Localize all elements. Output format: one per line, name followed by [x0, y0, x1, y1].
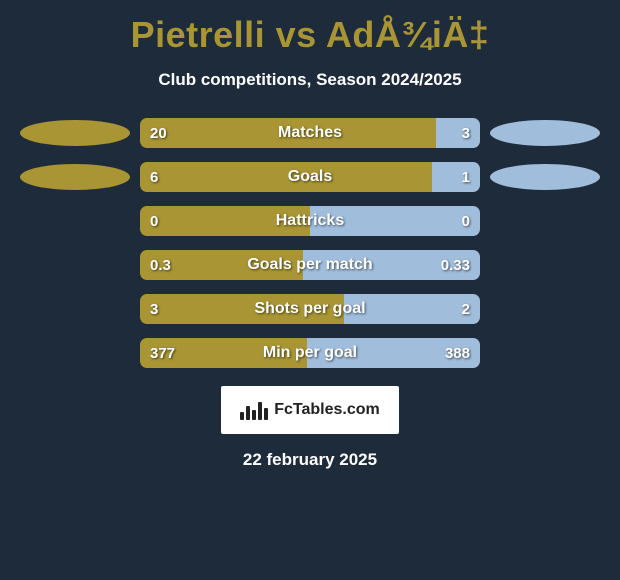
stat-value-right: 388	[445, 338, 470, 368]
stat-value-right: 1	[462, 162, 470, 192]
title: Pietrelli vs AdÅ¾iÄ‡	[0, 14, 620, 56]
stat-bar-left	[140, 294, 344, 324]
stat-value-left: 377	[150, 338, 175, 368]
subtitle: Club competitions, Season 2024/2025	[0, 70, 620, 90]
stat-value-right: 0.33	[441, 250, 470, 280]
stat-bar: 32Shots per goal	[140, 294, 480, 324]
player-left-ellipse	[20, 120, 130, 146]
stat-bar: 203Matches	[140, 118, 480, 148]
stat-bar: 61Goals	[140, 162, 480, 192]
date-label: 22 february 2025	[0, 450, 620, 470]
stat-value-left: 3	[150, 294, 158, 324]
stat-bar-left	[140, 162, 432, 192]
stat-value-left: 6	[150, 162, 158, 192]
stat-value-left: 0.3	[150, 250, 171, 280]
stat-value-left: 0	[150, 206, 158, 236]
stat-bar-left	[140, 118, 436, 148]
stat-bar-right	[436, 118, 480, 148]
logo-text: FcTables.com	[274, 401, 380, 419]
logo-bars-icon	[240, 400, 268, 420]
stat-value-right: 0	[462, 206, 470, 236]
stat-row: 61Goals	[0, 162, 620, 192]
stat-bar-right	[310, 206, 480, 236]
stat-value-left: 20	[150, 118, 167, 148]
stat-bar: 0.30.33Goals per match	[140, 250, 480, 280]
stat-bar-right	[344, 294, 480, 324]
player-left-ellipse	[20, 164, 130, 190]
stat-row: 203Matches	[0, 118, 620, 148]
stat-row: 0.30.33Goals per match	[0, 250, 620, 280]
stat-bar: 377388Min per goal	[140, 338, 480, 368]
stat-value-right: 2	[462, 294, 470, 324]
player-right-ellipse	[490, 120, 600, 146]
stats-list: 203Matches61Goals00Hattricks0.30.33Goals…	[0, 118, 620, 368]
stat-bar-left	[140, 206, 310, 236]
stat-bar-right	[432, 162, 480, 192]
stat-row: 377388Min per goal	[0, 338, 620, 368]
player-right-ellipse	[490, 164, 600, 190]
stat-value-right: 3	[462, 118, 470, 148]
stat-row: 32Shots per goal	[0, 294, 620, 324]
comparison-widget: Pietrelli vs AdÅ¾iÄ‡ Club competitions, …	[0, 0, 620, 580]
stat-bar: 00Hattricks	[140, 206, 480, 236]
stat-row: 00Hattricks	[0, 206, 620, 236]
fctables-logo: FcTables.com	[221, 386, 399, 434]
